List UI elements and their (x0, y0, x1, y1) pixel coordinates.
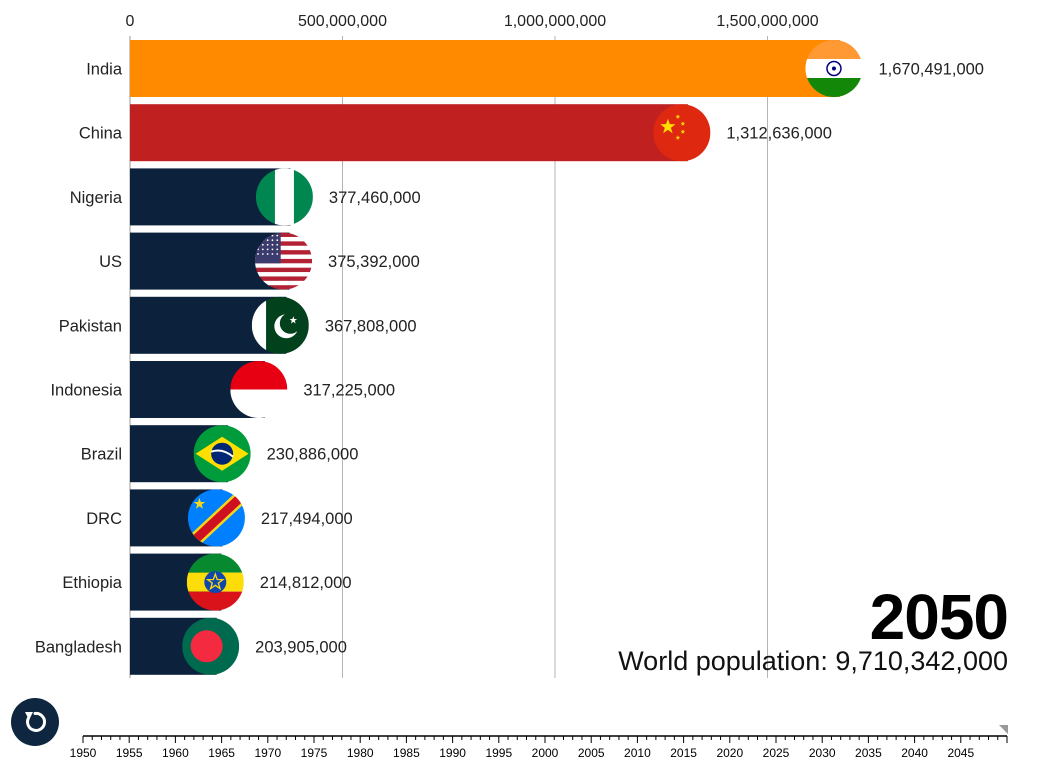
china-flag (653, 104, 711, 162)
value-label: 317,225,000 (303, 382, 395, 400)
timeline-slider[interactable]: 1950 1955 1960 1965 1970 1975 1980 1985 1990 1995… (0, 716, 1043, 776)
timeline-year-label: 2015 (670, 746, 697, 760)
bar (130, 104, 688, 162)
value-label: 1,670,491,000 (878, 61, 984, 79)
category-label: Bangladesh (35, 638, 122, 656)
us-flag (255, 232, 313, 290)
world-population-total: World population: 9,710,342,000 (618, 646, 1008, 676)
brazil-flag (193, 425, 251, 483)
x-tick-label: 500,000,000 (298, 13, 387, 30)
value-label: 367,808,000 (325, 317, 417, 335)
category-label: DRC (86, 510, 122, 528)
ethiopia-flag (186, 553, 244, 611)
timeline-year-label: 2025 (763, 746, 790, 760)
timeline-year-label: 2045 (947, 746, 974, 760)
category-label: Brazil (81, 446, 122, 464)
replay-icon (25, 711, 47, 732)
india-flag (805, 40, 863, 97)
value-label: 203,905,000 (255, 638, 347, 656)
x-tick-label: 0 (126, 13, 135, 30)
category-label: China (79, 125, 123, 143)
timeline-year-label: 1975 (301, 746, 328, 760)
timeline-year-label: 2035 (855, 746, 882, 760)
timeline-year-label: 2020 (716, 746, 743, 760)
timeline-year-label: 1990 (439, 746, 466, 760)
value-label: 1,312,636,000 (726, 125, 832, 143)
bar (130, 40, 840, 97)
category-label: Indonesia (50, 382, 122, 400)
category-label: Nigeria (70, 189, 123, 207)
drc-flag (187, 489, 245, 547)
timeline-year-label: 1995 (485, 746, 512, 760)
timeline-year-label: 2040 (901, 746, 928, 760)
timeline-year-label: 1955 (116, 746, 143, 760)
replay-button[interactable] (11, 698, 59, 746)
value-label: 214,812,000 (260, 574, 352, 592)
current-year: 2050 (869, 581, 1009, 653)
timeline-year-label: 1950 (70, 746, 97, 760)
nigeria-flag (255, 168, 313, 226)
timeline-year-label: 1980 (347, 746, 374, 760)
category-label: Pakistan (59, 317, 122, 335)
bar-chart: 0 500,000,000 1,000,000,000 1,500,000,000 In… (35, 13, 984, 678)
timeline-year-label: 2010 (624, 746, 651, 760)
category-label: Ethiopia (62, 574, 122, 592)
pakistan-flag (251, 296, 309, 354)
category-label: India (86, 61, 123, 79)
timeline-year-label: 1970 (254, 746, 281, 760)
timeline-year-label: 1960 (162, 746, 189, 760)
timeline-year-label: 2030 (809, 746, 836, 760)
timeline-handle[interactable] (999, 725, 1008, 734)
value-label: 377,460,000 (329, 189, 421, 207)
category-label: US (99, 253, 122, 271)
timeline-year-label: 1985 (393, 746, 420, 760)
value-label: 217,494,000 (261, 510, 353, 528)
timeline-year-label: 2000 (532, 746, 559, 760)
x-tick-label: 1,500,000,000 (716, 13, 818, 30)
value-label: 375,392,000 (328, 253, 420, 271)
bangladesh-flag (182, 617, 240, 675)
x-tick-label: 1,000,000,000 (504, 13, 606, 30)
value-label: 230,886,000 (267, 446, 359, 464)
timeline-year-label: 1965 (208, 746, 235, 760)
timeline-year-label: 2005 (578, 746, 605, 760)
indonesia-flag (230, 361, 288, 418)
